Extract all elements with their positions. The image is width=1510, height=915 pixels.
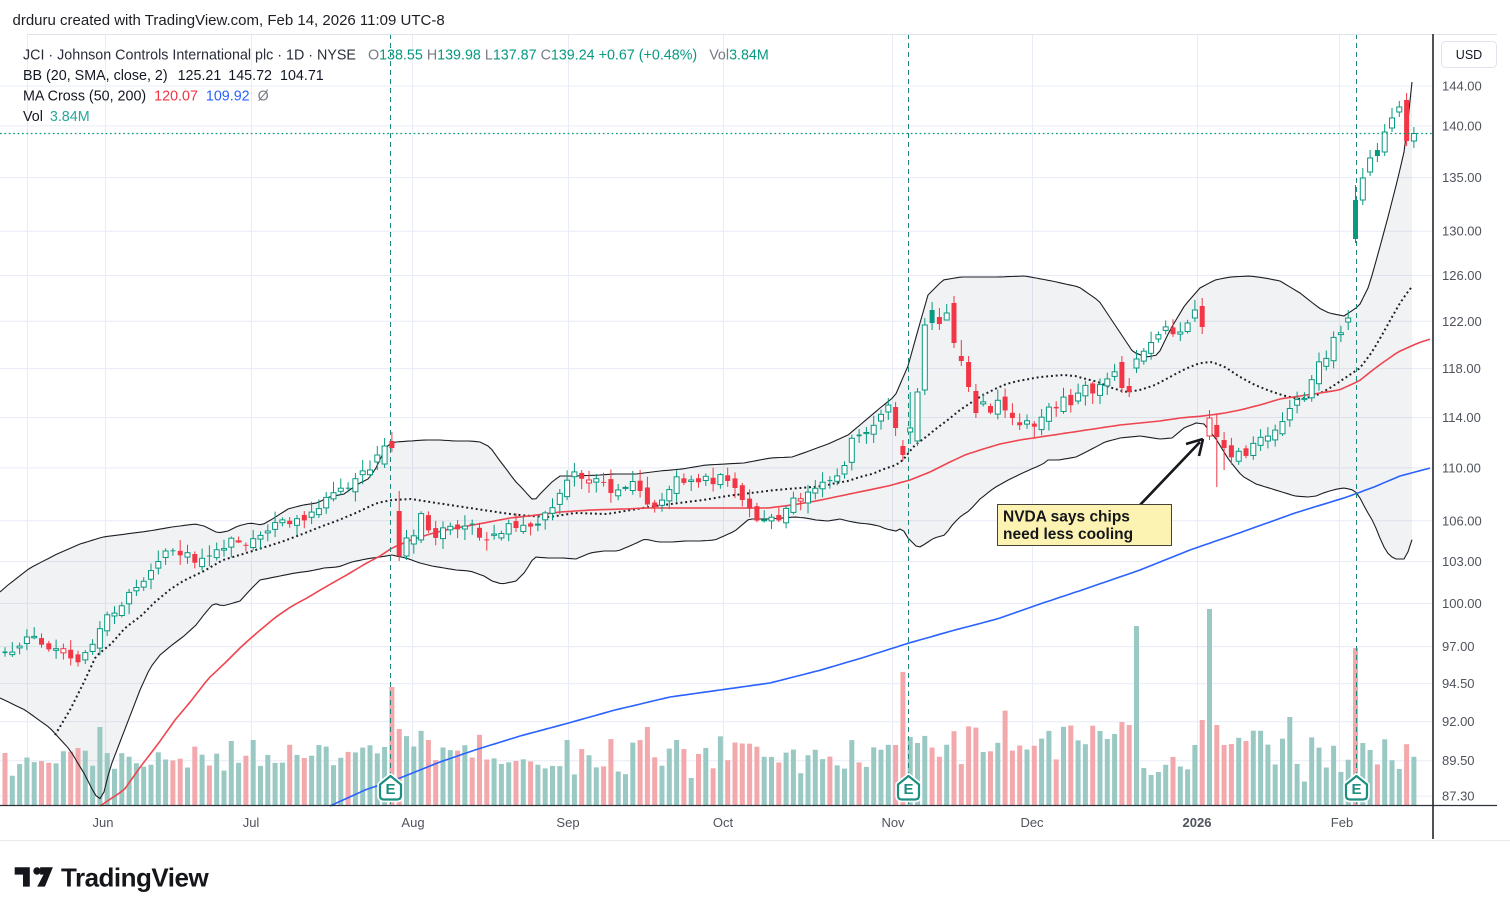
svg-text:E: E bbox=[1351, 781, 1361, 798]
svg-text:126.00: 126.00 bbox=[1442, 268, 1482, 283]
svg-text:Nov: Nov bbox=[881, 815, 905, 830]
svg-text:122.00: 122.00 bbox=[1442, 314, 1482, 329]
svg-text:Vol3.84M: Vol 3.84M bbox=[23, 109, 90, 125]
svg-text:Feb: Feb bbox=[1331, 815, 1353, 830]
svg-text:NVDA says chips: NVDA says chips bbox=[1003, 509, 1130, 526]
svg-text:97.00: 97.00 bbox=[1442, 639, 1475, 654]
svg-text:110.00: 110.00 bbox=[1442, 460, 1481, 475]
svg-text:E: E bbox=[385, 781, 395, 798]
svg-text:JCI · Johnson Controls Interna: JCI · Johnson Controls International plc… bbox=[23, 48, 769, 64]
svg-text:140.00: 140.00 bbox=[1442, 118, 1482, 133]
svg-text:87.30: 87.30 bbox=[1442, 789, 1475, 804]
svg-text:Jun: Jun bbox=[93, 815, 114, 830]
svg-text:118.00: 118.00 bbox=[1442, 361, 1481, 376]
svg-text:USD: USD bbox=[1456, 48, 1482, 62]
svg-text:144.00: 144.00 bbox=[1442, 79, 1482, 94]
svg-text:E: E bbox=[903, 781, 913, 798]
svg-text:92.00: 92.00 bbox=[1442, 714, 1475, 729]
svg-text:TradingView: TradingView bbox=[61, 863, 209, 893]
svg-text:106.00: 106.00 bbox=[1442, 513, 1482, 528]
svg-text:94.50: 94.50 bbox=[1442, 676, 1475, 691]
svg-text:114.00: 114.00 bbox=[1442, 410, 1481, 425]
svg-text:Oct: Oct bbox=[713, 815, 734, 830]
svg-text:135.00: 135.00 bbox=[1442, 170, 1482, 185]
svg-text:2026: 2026 bbox=[1183, 815, 1212, 830]
svg-text:need less cooling: need less cooling bbox=[1003, 526, 1133, 543]
svg-text:Aug: Aug bbox=[401, 815, 424, 830]
svg-text:130.00: 130.00 bbox=[1442, 224, 1482, 239]
svg-text:89.50: 89.50 bbox=[1442, 753, 1475, 768]
svg-text:103.00: 103.00 bbox=[1442, 554, 1482, 569]
svg-text:Jul: Jul bbox=[243, 815, 260, 830]
svg-text:Dec: Dec bbox=[1020, 815, 1044, 830]
svg-text:Sep: Sep bbox=[556, 815, 579, 830]
svg-text:drduru created with TradingVie: drduru created with TradingView.com, Feb… bbox=[13, 12, 445, 29]
svg-text:100.00: 100.00 bbox=[1442, 596, 1482, 611]
